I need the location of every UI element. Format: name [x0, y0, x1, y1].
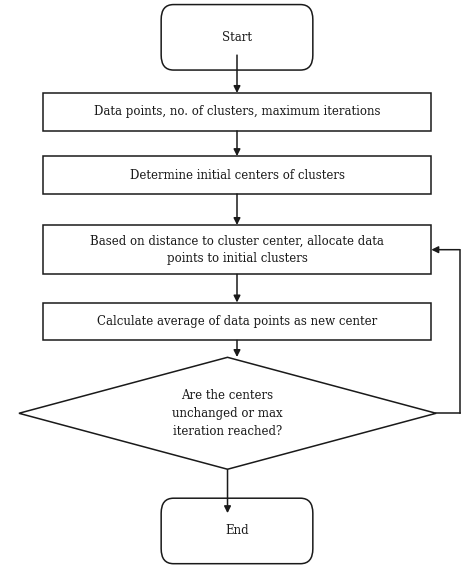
Text: Determine initial centers of clusters: Determine initial centers of clusters: [129, 169, 345, 181]
Text: Start: Start: [222, 31, 252, 44]
Text: Calculate average of data points as new center: Calculate average of data points as new …: [97, 315, 377, 328]
Bar: [43, 156, 431, 194]
Text: Based on distance to cluster center, allocate data
points to initial clusters: Based on distance to cluster center, all…: [90, 235, 384, 265]
Polygon shape: [19, 357, 436, 470]
Text: Are the centers
unchanged or max
iteration reached?: Are the centers unchanged or max iterati…: [172, 389, 283, 438]
Bar: [43, 226, 431, 274]
Text: End: End: [225, 525, 249, 537]
FancyBboxPatch shape: [161, 498, 313, 564]
Bar: [43, 93, 431, 130]
Bar: [43, 303, 431, 340]
Text: Data points, no. of clusters, maximum iterations: Data points, no. of clusters, maximum it…: [94, 106, 380, 118]
FancyBboxPatch shape: [161, 5, 313, 70]
